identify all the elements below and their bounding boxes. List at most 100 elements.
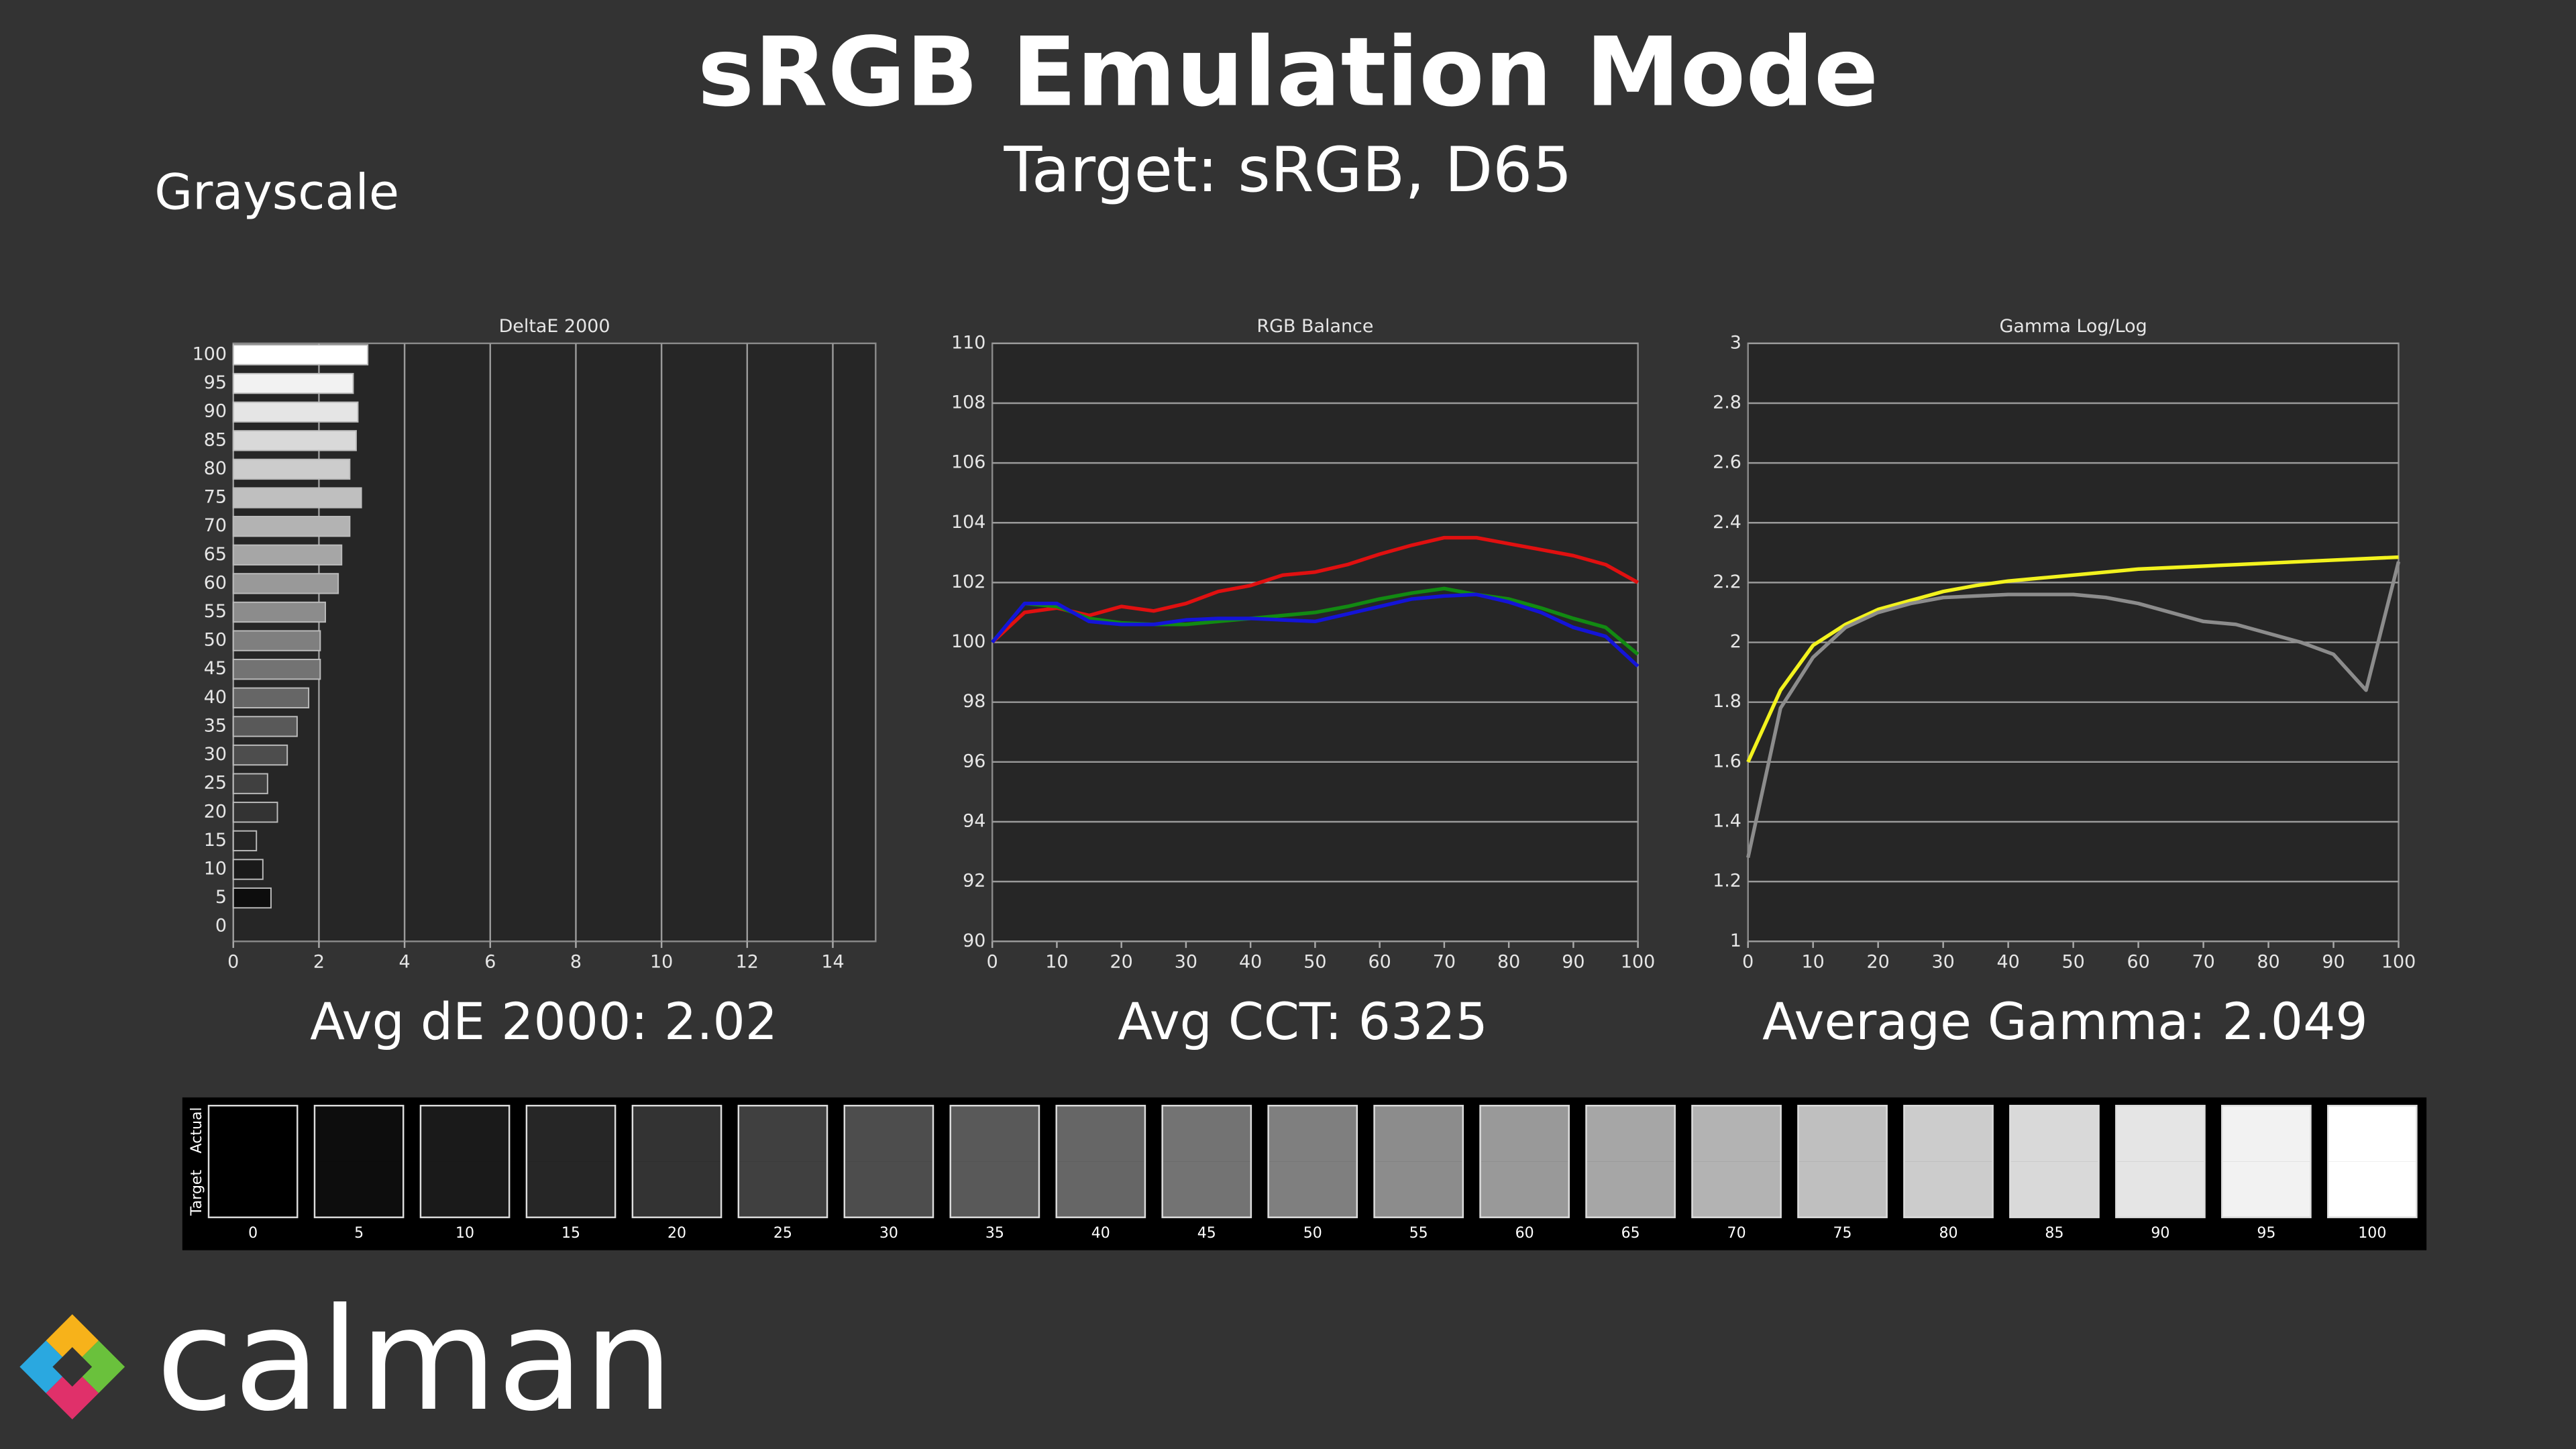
swatch-label: 25 [773, 1225, 792, 1242]
x-tick-label: 100 [2381, 952, 2416, 973]
x-tick-label: 40 [1997, 952, 2020, 973]
x-tick-label: 90 [2322, 952, 2345, 973]
bar [232, 458, 351, 480]
page-title: sRGB Emulation Mode [698, 17, 1878, 128]
swatch-label: 60 [1515, 1225, 1534, 1242]
x-tick-label: 8 [570, 952, 582, 973]
swatch-actual [1056, 1106, 1145, 1162]
y-tick-label: 108 [951, 392, 985, 413]
y-tick-label: 35 [204, 715, 227, 736]
y-tick-label: 75 [204, 487, 227, 508]
swatch-border [1691, 1104, 1782, 1218]
swatch-border [1585, 1104, 1676, 1218]
x-tick-label: 2 [313, 952, 325, 973]
y-tick-label: 2.4 [1713, 512, 1741, 533]
swatch-target [2328, 1161, 2417, 1218]
swatch-target [632, 1161, 722, 1218]
swatch-target [1586, 1161, 1675, 1218]
y-tick-label: 20 [204, 801, 227, 822]
swatch-actual [2222, 1106, 2311, 1162]
swatch-target [2116, 1161, 2205, 1218]
y-tick-label: 1.6 [1713, 751, 1741, 771]
section-label: Grayscale [154, 164, 399, 221]
swatch-target [1904, 1161, 1993, 1218]
swatch-row-label: Target [189, 1170, 205, 1217]
swatch-label: 95 [2257, 1225, 2275, 1242]
bar [232, 744, 288, 766]
y-tick-label: 10 [204, 859, 227, 879]
bar [232, 544, 343, 566]
swatch-actual [420, 1106, 510, 1162]
y-tick-label: 0 [215, 916, 227, 936]
swatch-label: 15 [561, 1225, 580, 1242]
y-tick-label: 90 [204, 401, 227, 422]
y-tick-label: 3 [1730, 332, 1741, 353]
x-tick-label: 80 [1497, 952, 1520, 973]
y-tick-label: 2.8 [1713, 392, 1741, 413]
swatch-border [843, 1104, 934, 1218]
swatch-label: 10 [455, 1225, 474, 1242]
swatch-border [1903, 1104, 1994, 1218]
bar [232, 401, 359, 423]
x-tick-label: 0 [987, 952, 998, 973]
y-tick-label: 104 [951, 512, 985, 533]
swatch-actual [1162, 1106, 1251, 1162]
bar [232, 601, 326, 623]
series-line [991, 586, 1640, 656]
bar [232, 659, 321, 680]
swatch-label: 50 [1303, 1225, 1322, 1242]
swatch-actual [632, 1106, 722, 1162]
swatch-actual [844, 1106, 934, 1162]
x-tick-label: 0 [227, 952, 239, 973]
swatch-actual [738, 1106, 828, 1162]
bar [232, 487, 362, 508]
swatch-border [2115, 1104, 2206, 1218]
y-tick-label: 95 [204, 372, 227, 393]
y-tick-label: 65 [204, 544, 227, 565]
swatch-actual [209, 1106, 298, 1162]
swatch-label: 70 [1727, 1225, 1746, 1242]
swatch-border [2009, 1104, 2100, 1218]
y-tick-label: 25 [204, 773, 227, 794]
y-tick-label: 2.2 [1713, 572, 1741, 592]
x-tick-label: 50 [1303, 952, 1326, 973]
swatch-actual [1586, 1106, 1675, 1162]
swatch-actual [314, 1106, 404, 1162]
y-tick-label: 60 [204, 572, 227, 593]
bar [232, 430, 357, 451]
series-line [991, 592, 1640, 668]
y-tick-label: 70 [204, 515, 227, 536]
x-tick-label: 14 [821, 952, 844, 973]
x-tick-label: 70 [2192, 952, 2214, 973]
swatch-target [420, 1161, 510, 1218]
y-tick-label: 102 [951, 572, 985, 592]
swatch-label: 100 [2358, 1225, 2386, 1242]
swatch-label: 85 [2045, 1225, 2063, 1242]
y-tick-label: 106 [951, 452, 985, 473]
swatch-border [313, 1104, 405, 1218]
swatch-border [207, 1104, 299, 1218]
swatch-label: 0 [248, 1225, 258, 1242]
swatch-target [1056, 1161, 1145, 1218]
swatch-row-label: Actual [189, 1107, 205, 1153]
x-tick-label: 6 [484, 952, 496, 973]
swatch-label: 35 [985, 1225, 1004, 1242]
x-tick-label: 10 [650, 952, 673, 973]
swatch-actual [2328, 1106, 2417, 1162]
swatch-label: 75 [1833, 1225, 1852, 1242]
swatch-actual [950, 1106, 1039, 1162]
swatch-label: 55 [1409, 1225, 1428, 1242]
swatch-border [525, 1104, 616, 1218]
x-tick-label: 30 [1175, 952, 1197, 973]
x-tick-label: 40 [1239, 952, 1262, 973]
swatch-border [1797, 1104, 1888, 1218]
swatch-actual [2116, 1106, 2205, 1162]
logo-text: calman [156, 1278, 674, 1442]
x-tick-label: 90 [1562, 952, 1585, 973]
bar [232, 630, 321, 651]
swatch-label: 5 [354, 1225, 364, 1242]
swatch-border [1479, 1104, 1570, 1218]
swatch-border [2221, 1104, 2312, 1218]
bar [232, 859, 264, 880]
